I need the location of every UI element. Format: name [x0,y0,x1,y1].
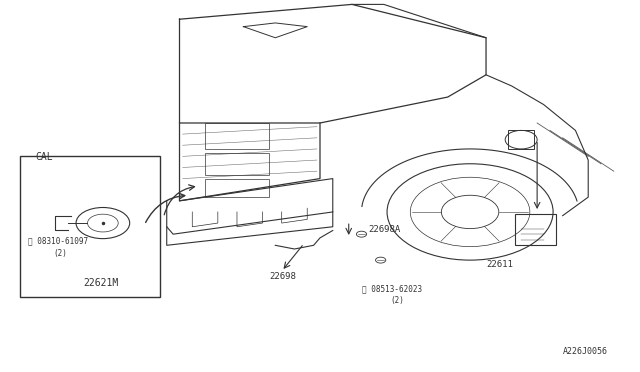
Text: Ⓢ 08310-61097: Ⓢ 08310-61097 [28,236,88,245]
Text: 22611: 22611 [486,260,513,269]
Text: CAL: CAL [36,152,54,162]
Text: Ⓢ 08513-62023: Ⓢ 08513-62023 [362,285,422,294]
Text: 22698: 22698 [269,272,296,280]
Text: 22621M: 22621M [84,278,119,288]
Bar [205,123,269,149]
Bar [205,153,269,175]
Text: (2): (2) [390,296,404,305]
Bar [515,214,556,245]
Bar [20,156,161,297]
Text: A226J0056: A226J0056 [563,347,607,356]
Bar [508,131,534,149]
Text: (2): (2) [53,249,67,258]
Bar [205,179,269,197]
Text: 22698A: 22698A [368,225,400,234]
